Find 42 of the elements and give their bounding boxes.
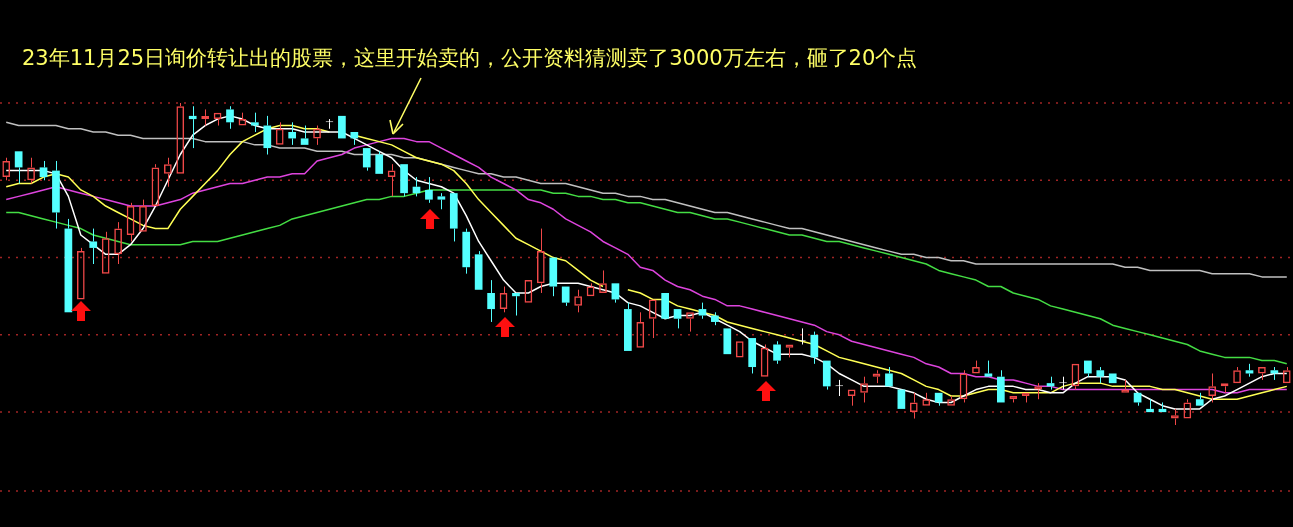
candlestick bbox=[810, 331, 819, 365]
candlestick bbox=[39, 160, 48, 181]
candlestick bbox=[934, 392, 943, 407]
candlestick bbox=[549, 257, 558, 297]
candlestick bbox=[362, 148, 371, 172]
candlestick bbox=[288, 121, 297, 146]
candlestick bbox=[226, 105, 234, 130]
candlestick bbox=[748, 338, 757, 374]
candlestick bbox=[462, 228, 471, 275]
candlestick bbox=[89, 228, 98, 265]
candlestick bbox=[1084, 360, 1092, 378]
candlestick bbox=[350, 131, 359, 146]
candlestick bbox=[487, 279, 495, 323]
candlestick bbox=[449, 193, 458, 242]
candlestick bbox=[624, 302, 632, 351]
candlestick bbox=[822, 360, 831, 391]
candlestick bbox=[263, 115, 272, 156]
candlestick bbox=[52, 160, 60, 230]
candlestick bbox=[673, 309, 682, 329]
candlestick bbox=[561, 286, 570, 307]
candlestick bbox=[64, 218, 73, 313]
candlestick bbox=[611, 283, 620, 304]
candlestick bbox=[773, 340, 781, 365]
candlestick bbox=[1096, 366, 1105, 384]
candlestick bbox=[885, 366, 893, 387]
candlestick bbox=[251, 112, 259, 133]
candlestick bbox=[300, 125, 309, 145]
candlestick bbox=[984, 360, 993, 377]
candlestick bbox=[14, 151, 23, 184]
candlestick bbox=[711, 311, 719, 326]
candlestick bbox=[1195, 392, 1204, 406]
candlestick bbox=[1146, 398, 1154, 413]
candlestick bbox=[698, 302, 707, 320]
candlestick bbox=[996, 369, 1005, 403]
candlestick bbox=[1270, 366, 1279, 381]
candlestick bbox=[437, 192, 446, 210]
candlestick bbox=[474, 250, 483, 290]
text: 23年11月25日询价转让出的股票，这里开始卖的，公开资料猜测卖了3000万左右，砸了20个点 bbox=[22, 45, 918, 72]
candlestick bbox=[188, 105, 197, 149]
candlestick bbox=[400, 164, 408, 197]
candlestick bbox=[425, 176, 433, 204]
candlestick bbox=[375, 150, 384, 174]
